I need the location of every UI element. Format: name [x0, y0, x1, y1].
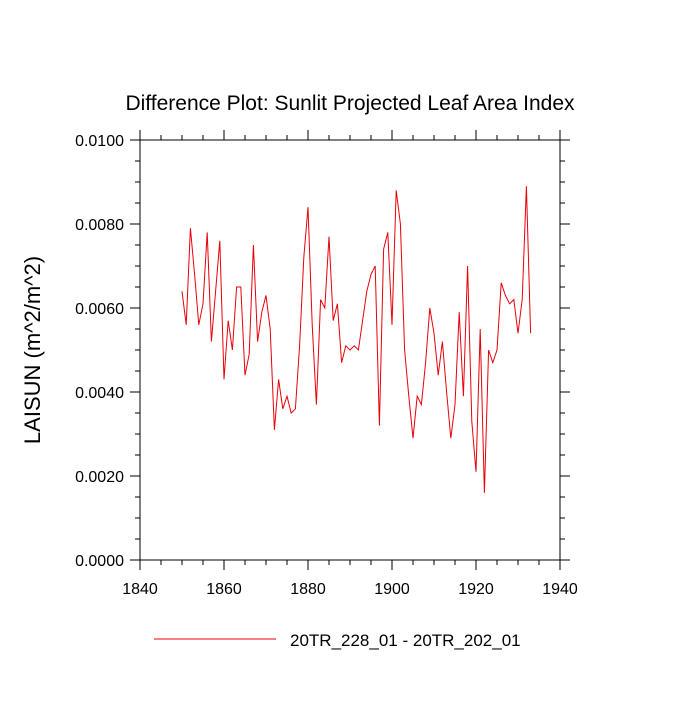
x-tick-label-1: 1860 — [206, 581, 242, 598]
y-tick-label-2: 0.0040 — [75, 385, 124, 402]
series-line-0 — [181, 186, 532, 493]
y-tick-label-4: 0.0080 — [75, 217, 124, 234]
x-tick-label-2: 1880 — [290, 581, 326, 598]
axis-ticks — [130, 130, 570, 570]
legend-label-0: 20TR_228_01 - 20TR_202_01 — [290, 631, 521, 650]
x-tick-label-0: 1840 — [122, 581, 158, 598]
y-tick-label-5: 0.0100 — [75, 133, 124, 150]
x-tick-label-4: 1920 — [458, 581, 494, 598]
x-tick-label-3: 1900 — [374, 581, 410, 598]
series-layer — [181, 186, 532, 493]
y-tick-label-3: 0.0060 — [75, 301, 124, 318]
y-axis-label: LAISUN (m^2/m^2) — [20, 256, 45, 444]
y-tick-label-0: 0.0000 — [75, 553, 124, 570]
y-axis-tick-labels: 0.0000 0.0020 0.0040 0.0060 0.0080 0.0100 — [75, 133, 124, 570]
x-axis-tick-labels: 1840 1860 1880 1900 1920 1940 — [122, 581, 578, 598]
y-tick-label-1: 0.0020 — [75, 469, 124, 486]
x-tick-label-5: 1940 — [542, 581, 578, 598]
chart-title: Difference Plot: Sunlit Projected Leaf A… — [125, 92, 575, 115]
legend: 20TR_228_01 - 20TR_202_01 — [154, 631, 521, 650]
